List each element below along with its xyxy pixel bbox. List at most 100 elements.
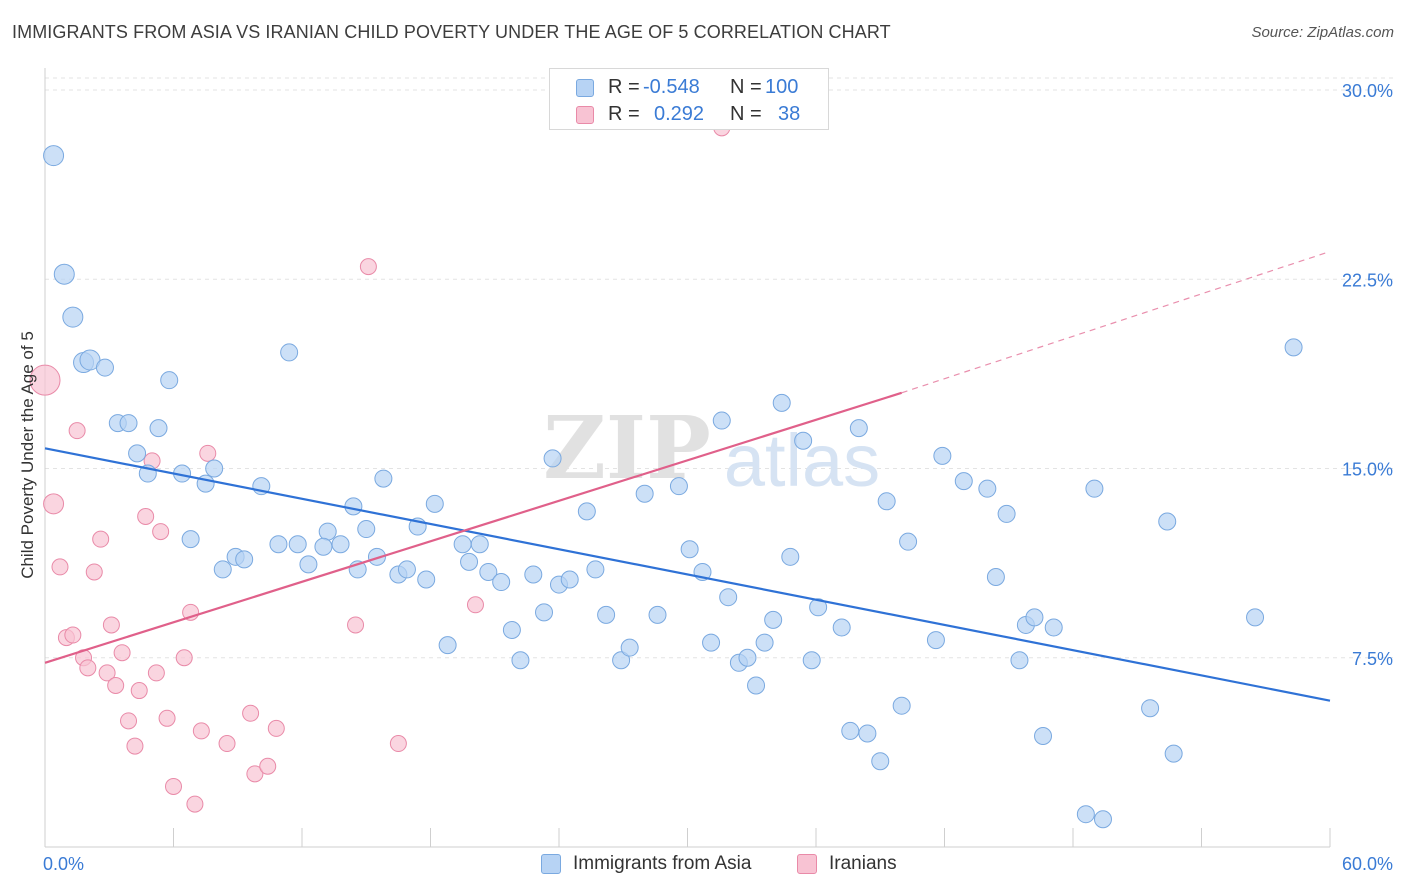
legend-label-immigrants: Immigrants from Asia [573, 853, 752, 874]
immigrants-point [586, 560, 605, 579]
legend-row-iranians: R = 0.292 N = 38 [550, 102, 828, 128]
iranians-point [192, 722, 210, 740]
immigrants-point [235, 550, 254, 569]
iranians-point [158, 709, 176, 727]
immigrants-point [511, 651, 530, 670]
immigrants-point [1044, 618, 1063, 637]
legend-n-label: N = [730, 76, 762, 98]
immigrants-point [397, 560, 416, 579]
immigrants-point [119, 414, 138, 433]
immigrants-point [997, 504, 1016, 523]
immigrants-point [648, 605, 667, 624]
y-tick-label: 22.5% [1342, 270, 1393, 290]
immigrants-point [635, 484, 654, 503]
iranians-point [347, 616, 365, 634]
immigrants-point [318, 522, 337, 541]
iranians-point [85, 563, 103, 581]
series-legend: Immigrants from Asia Iranians [0, 852, 1406, 878]
watermark: ZIP atlas [543, 398, 880, 502]
immigrants-point [470, 535, 489, 554]
legend-swatch-pink [797, 854, 817, 874]
immigrants-point [871, 752, 890, 771]
immigrants-point [669, 477, 688, 496]
immigrants-point [702, 633, 721, 652]
immigrants-point [926, 631, 945, 650]
immigrants-point [772, 393, 791, 412]
legend-swatch-pink [576, 106, 594, 124]
immigrants-point [802, 651, 821, 670]
iranians-point [218, 735, 236, 753]
legend-r-label: R = [608, 76, 640, 98]
immigrants-point [849, 419, 868, 438]
axes [44, 68, 1331, 848]
iranians-point [68, 422, 86, 440]
immigrants-point [978, 479, 997, 498]
immigrants-point [460, 552, 479, 571]
iranians-point [165, 777, 182, 795]
iranians-trend-extension [901, 250, 1331, 394]
immigrants-point [280, 343, 299, 362]
immigrants-point [986, 568, 1005, 587]
immigrants-point [620, 638, 639, 657]
immigrants-point [181, 530, 200, 549]
correlation-legend: R = -0.548 N = 100 R = 0.292 N = 38 [549, 68, 829, 130]
iranians-trend-line [44, 391, 902, 664]
immigrants-point [331, 535, 350, 554]
immigrants-point [1076, 805, 1095, 824]
immigrants-point [680, 540, 699, 559]
iranians-point [43, 493, 65, 515]
x-tick-label: 60.0% [1342, 854, 1393, 874]
immigrants-point [492, 573, 511, 592]
immigrants-point [841, 721, 860, 740]
immigrants-point [53, 263, 75, 285]
immigrants-point [535, 603, 554, 622]
immigrants-point [1141, 699, 1160, 718]
iranians-point [29, 364, 61, 396]
iranians-series [29, 119, 731, 813]
immigrants-point [712, 411, 731, 430]
iranians-point [137, 507, 155, 525]
immigrants-point [577, 502, 596, 521]
iranians-point [98, 664, 116, 682]
immigrants-point [149, 419, 168, 438]
immigrants-point [479, 562, 498, 581]
immigrants-point [1164, 744, 1183, 763]
legend-swatch-blue [541, 854, 561, 874]
immigrants-point [524, 565, 543, 584]
immigrants-point [899, 532, 918, 551]
immigrants-point [417, 570, 436, 589]
grid-lines [45, 77, 1395, 659]
immigrants-point [781, 547, 800, 566]
immigrants-point [79, 349, 101, 371]
immigrants-point [374, 469, 393, 488]
immigrants-point [1158, 512, 1177, 531]
immigrants-point [425, 494, 444, 513]
legend-n-value: 38 [778, 103, 801, 125]
immigrants-point [1034, 726, 1053, 745]
legend-r-value: 0.292 [654, 103, 705, 125]
immigrants-point [269, 535, 288, 554]
chart-title: IMMIGRANTS FROM ASIA VS IRANIAN CHILD PO… [12, 22, 891, 42]
iranians-point [102, 616, 120, 634]
immigrants-point [1284, 338, 1303, 357]
legend-n-label: N = [730, 103, 762, 125]
immigrants-point [794, 431, 813, 450]
immigrants-point [832, 618, 851, 637]
immigrants-point [892, 696, 911, 715]
immigrants-point [43, 145, 65, 167]
immigrants-point [560, 570, 579, 589]
iranians-point [186, 795, 204, 813]
immigrants-point [1010, 651, 1029, 670]
immigrants-point [314, 537, 333, 556]
legend-label-iranians: Iranians [829, 853, 897, 874]
iranians-point [107, 677, 125, 695]
immigrants-point [764, 610, 783, 629]
immigrants-point [933, 446, 952, 465]
immigrants-point [543, 449, 562, 468]
iranians-point [92, 530, 110, 548]
immigrants-point [205, 459, 224, 478]
immigrants-point [357, 520, 376, 539]
legend-r-value: -0.548 [643, 76, 700, 98]
immigrants-from-asia-series [43, 145, 1303, 829]
immigrants-point [1085, 479, 1104, 498]
